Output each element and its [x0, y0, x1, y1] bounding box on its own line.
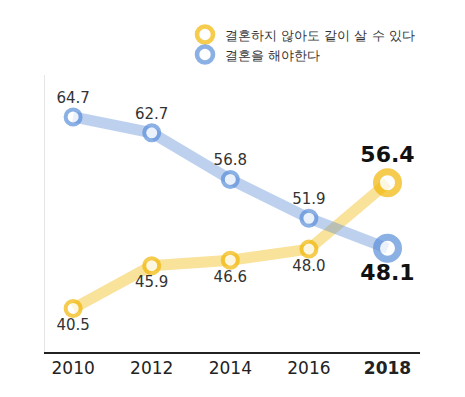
svg-text:62.7: 62.7 [135, 105, 168, 123]
svg-text:64.7: 64.7 [56, 89, 89, 107]
svg-text:45.9: 45.9 [135, 273, 168, 291]
svg-text:51.9: 51.9 [292, 190, 325, 208]
svg-text:2012: 2012 [130, 358, 173, 378]
svg-text:2018: 2018 [364, 358, 411, 378]
svg-text:48.0: 48.0 [292, 257, 325, 275]
svg-text:2010: 2010 [51, 358, 94, 378]
svg-text:46.6: 46.6 [214, 268, 247, 286]
svg-text:2014: 2014 [209, 358, 252, 378]
svg-text:2016: 2016 [287, 358, 330, 378]
svg-text:56.4: 56.4 [360, 142, 414, 167]
svg-text:결혼을 해야한다: 결혼을 해야한다 [225, 48, 320, 63]
svg-text:56.8: 56.8 [214, 151, 247, 169]
svg-text:40.5: 40.5 [56, 316, 89, 334]
svg-text:48.1: 48.1 [360, 260, 414, 285]
svg-text:결혼하지 않아도 같이 살 수 있다: 결혼하지 않아도 같이 살 수 있다 [225, 28, 415, 43]
